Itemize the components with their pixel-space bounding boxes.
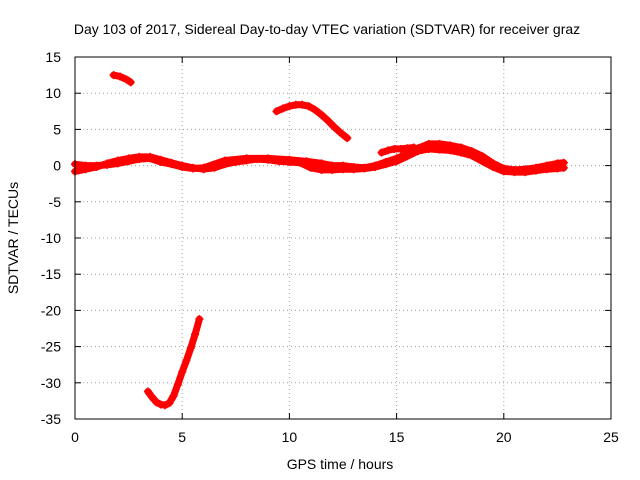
data-point [435, 139, 444, 148]
y-tick-label-5: -10 [41, 230, 61, 246]
data-point [165, 399, 174, 408]
data-point [542, 161, 551, 170]
data-point [446, 141, 455, 150]
data-point [371, 161, 380, 170]
data-point [81, 161, 90, 170]
data-point [92, 161, 101, 170]
data-point [304, 102, 313, 111]
data-point [478, 152, 487, 161]
data-point [330, 123, 339, 132]
x-tick-labels: 0 5 10 15 20 25 [71, 429, 619, 445]
data-point [167, 160, 176, 169]
data-point [173, 380, 182, 389]
y-tick-label-2: 5 [53, 121, 61, 137]
x-tick-label-3: 15 [389, 429, 405, 445]
data-point [126, 78, 135, 87]
series-graz-band-b [71, 139, 568, 174]
data-point [178, 367, 187, 376]
y-tick-label-3: 0 [53, 158, 61, 174]
data-point [328, 161, 337, 170]
plot-frame [74, 56, 612, 420]
data-point [169, 391, 178, 400]
data-point [285, 155, 294, 164]
data-point [336, 129, 345, 138]
data-point [135, 155, 144, 164]
data-point [161, 401, 170, 410]
series-graz-rise-14h [377, 143, 418, 157]
data-point [285, 102, 294, 111]
data-point [109, 71, 118, 80]
data-point [103, 160, 112, 169]
y-tick-label-10: -35 [41, 411, 61, 427]
data-point [521, 165, 530, 174]
data-point [195, 315, 204, 324]
data-point [182, 356, 191, 365]
data-point [152, 398, 161, 407]
y-tick-label-8: -25 [41, 339, 61, 355]
x-tick-label-4: 20 [496, 429, 512, 445]
data-point [242, 154, 251, 163]
data-point [424, 139, 433, 148]
data-point [467, 147, 476, 156]
data-point [409, 143, 418, 152]
data-series [71, 71, 568, 410]
data-point [116, 72, 125, 81]
data-point [124, 157, 133, 166]
data-point [339, 161, 347, 170]
data-point [113, 159, 122, 168]
x-tick-label-5: 25 [603, 429, 619, 445]
data-point [221, 156, 230, 165]
data-point [531, 163, 540, 172]
data-point [156, 157, 165, 166]
data-point [456, 143, 465, 152]
data-point [272, 107, 281, 116]
data-point [343, 134, 352, 143]
data-point [559, 158, 568, 167]
y-tick-label-4: -5 [49, 194, 62, 210]
x-tick-label-0: 0 [71, 429, 79, 445]
data-point [143, 387, 152, 396]
y-axis-title: SDTVAR / TECUs [5, 182, 21, 294]
data-point [302, 157, 311, 166]
data-point [349, 163, 358, 172]
data-point [499, 164, 508, 173]
data-point [381, 157, 390, 166]
data-point [392, 154, 401, 163]
data-point [317, 110, 326, 119]
x-tick-label-1: 5 [178, 429, 186, 445]
data-point [278, 104, 287, 113]
data-point [384, 146, 393, 155]
data-point [122, 75, 131, 84]
data-point [360, 163, 369, 172]
chart-title: Day 103 of 2017, Sidereal Day-to-day VTE… [74, 21, 580, 37]
y-tick-label-6: -15 [41, 266, 61, 282]
series-graz-arc-2h [109, 71, 135, 87]
y-tick-label-0: 15 [45, 49, 61, 65]
data-point [199, 163, 208, 172]
data-point [311, 105, 320, 114]
data-point [317, 159, 326, 168]
y-tick-label-7: -20 [41, 302, 61, 318]
data-point [188, 164, 197, 173]
data-point [323, 116, 332, 125]
series-graz-dip-4h [143, 315, 204, 410]
data-point [186, 344, 195, 353]
data-point [263, 154, 272, 163]
y-tick-label-9: -30 [41, 375, 61, 391]
y-tick-labels: 15 10 5 0 -5 -10 -15 -20 -25 -30 -35 [41, 49, 61, 427]
series-graz-arc-10h [272, 100, 352, 143]
x-tick-label-2: 10 [282, 429, 298, 445]
data-point [298, 100, 307, 109]
data-point [191, 330, 200, 339]
data-point [146, 154, 155, 163]
data-point [510, 165, 519, 174]
data-point [148, 393, 157, 402]
y-tick-label-1: 10 [45, 85, 61, 101]
x-axis-title: GPS time / hours [287, 456, 394, 472]
data-point [178, 163, 187, 172]
data-point [377, 148, 386, 157]
data-point [489, 159, 498, 168]
